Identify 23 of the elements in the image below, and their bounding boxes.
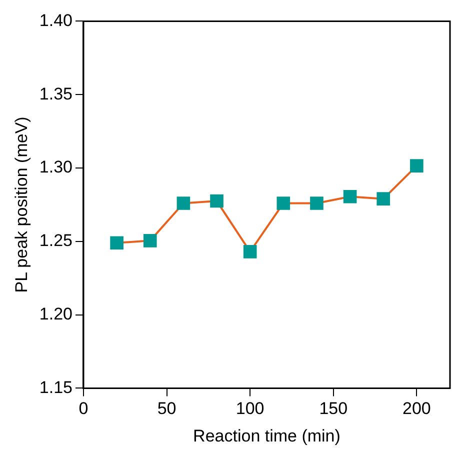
- point: [276, 196, 290, 210]
- y-tick-label: 1.20: [39, 304, 72, 324]
- x-tick-label: 200: [402, 399, 431, 418]
- point: [176, 196, 190, 210]
- point: [143, 234, 157, 248]
- x-tick-label: 150: [319, 399, 348, 418]
- y-tick-label: 1.25: [39, 231, 72, 250]
- point: [376, 192, 390, 206]
- y-tick-label: 1.15: [39, 378, 72, 397]
- point: [210, 194, 224, 208]
- y-tick-label: 1.35: [39, 84, 72, 104]
- y-tick-label: 1.30: [39, 158, 72, 177]
- x-tick-label: 0: [78, 399, 88, 418]
- x-tick-label: 100: [236, 399, 264, 418]
- y-axis-title: PL peak position (meV): [12, 116, 31, 293]
- point: [110, 236, 124, 250]
- x-axis-title: Reaction time (min): [193, 426, 340, 446]
- x-tick-label: 50: [157, 399, 176, 418]
- point: [243, 245, 257, 258]
- point: [310, 196, 324, 210]
- point: [410, 159, 424, 172]
- y-tick-label: 1.40: [39, 10, 72, 30]
- point: [343, 190, 357, 204]
